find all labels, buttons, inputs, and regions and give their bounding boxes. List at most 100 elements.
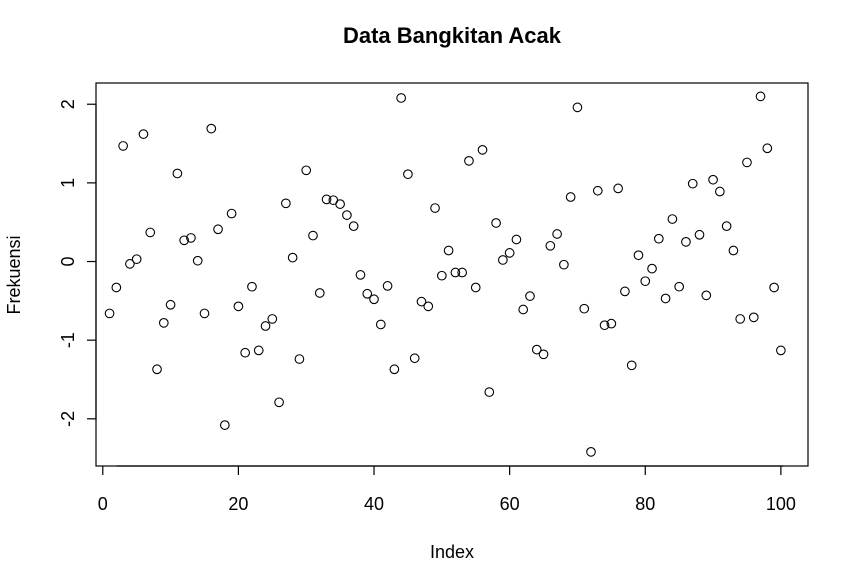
- y-tick-label: 2: [58, 99, 78, 109]
- data-point: [620, 286, 630, 297]
- data-point: [728, 245, 739, 256]
- data-point: [342, 210, 352, 220]
- y-axis-ticks: -2 -1 0 1 2: [58, 99, 96, 427]
- data-point: [647, 263, 657, 274]
- data-point: [599, 320, 610, 331]
- data-point: [626, 360, 637, 371]
- data-point: [403, 169, 413, 180]
- data-point: [301, 165, 312, 176]
- data-point: [409, 353, 420, 364]
- data-point: [579, 303, 590, 314]
- data-point: [525, 291, 535, 301]
- data-point: [457, 267, 468, 278]
- data-point: [498, 255, 508, 265]
- x-tick-label: 80: [635, 494, 655, 514]
- data-point: [545, 240, 556, 251]
- data-point: [450, 267, 461, 278]
- y-tick-label: 0: [58, 257, 78, 267]
- data-point: [660, 293, 671, 304]
- data-point: [118, 141, 128, 151]
- data-point: [125, 259, 135, 269]
- data-point: [674, 281, 685, 292]
- data-point: [186, 233, 196, 243]
- data-point: [748, 312, 759, 323]
- data-point: [260, 321, 271, 331]
- data-point: [382, 281, 393, 291]
- data-point: [714, 186, 725, 197]
- data-point: [531, 344, 542, 355]
- data-point: [613, 183, 623, 194]
- data-point: [606, 318, 617, 329]
- data-point: [240, 347, 251, 358]
- data-point: [687, 178, 698, 189]
- data-point: [158, 318, 169, 328]
- data-point: [219, 420, 230, 430]
- data-point: [294, 354, 305, 364]
- data-point: [640, 276, 651, 287]
- y-tick-label: 1: [58, 178, 78, 188]
- data-point: [206, 123, 217, 134]
- data-point: [559, 259, 569, 270]
- data-point: [633, 250, 644, 261]
- data-point: [667, 214, 678, 224]
- data-point: [552, 229, 562, 239]
- data-point: [362, 288, 373, 299]
- data-point: [308, 230, 318, 241]
- x-tick-label: 40: [364, 494, 384, 514]
- data-point: [396, 93, 406, 103]
- data-point: [179, 235, 190, 246]
- data-point: [267, 314, 278, 324]
- data-point: [436, 270, 447, 281]
- data-point: [518, 304, 529, 315]
- data-point: [348, 221, 359, 231]
- data-point: [653, 233, 664, 244]
- data-point: [681, 237, 691, 247]
- data-point: [708, 174, 718, 185]
- data-point: [592, 185, 603, 196]
- x-tick-label: 20: [228, 494, 248, 514]
- data-point: [131, 254, 142, 265]
- data-point: [484, 387, 495, 397]
- y-tick-label: -1: [58, 332, 78, 348]
- data-point: [192, 255, 203, 266]
- data-point: [504, 248, 515, 258]
- data-point: [511, 234, 522, 245]
- data-point: [470, 282, 481, 293]
- chart-title: Data Bangkitan Acak: [343, 23, 562, 48]
- data-point: [721, 221, 732, 231]
- data-point: [769, 282, 779, 293]
- data-point: [755, 91, 766, 102]
- data-point: [430, 203, 440, 213]
- data-point: [694, 229, 705, 240]
- data-point: [335, 199, 345, 209]
- data-point: [104, 308, 115, 319]
- data-point: [355, 270, 366, 280]
- x-tick-label: 60: [500, 494, 520, 514]
- data-point: [701, 290, 712, 301]
- x-axis-ticks: 0 20 40 60 80 100: [98, 466, 796, 514]
- data-point: [165, 299, 176, 310]
- data-point: [247, 281, 257, 292]
- data-point: [226, 208, 237, 219]
- x-tick-label: 100: [766, 494, 796, 514]
- data-point: [538, 349, 549, 360]
- data-point: [443, 245, 454, 256]
- data-point: [762, 143, 773, 154]
- data-point: [314, 288, 325, 298]
- data-point: [565, 192, 576, 202]
- data-point: [389, 364, 400, 375]
- data-point: [369, 294, 379, 305]
- data-point: [111, 282, 122, 293]
- data-point: [145, 227, 156, 238]
- data-point: [742, 157, 752, 168]
- y-tick-label: -2: [58, 411, 78, 427]
- data-points: [104, 91, 786, 457]
- data-point: [572, 102, 583, 113]
- data-point: [464, 156, 474, 166]
- data-point: [423, 301, 434, 312]
- data-point: [233, 301, 244, 312]
- data-point: [274, 397, 284, 408]
- data-point: [172, 168, 183, 179]
